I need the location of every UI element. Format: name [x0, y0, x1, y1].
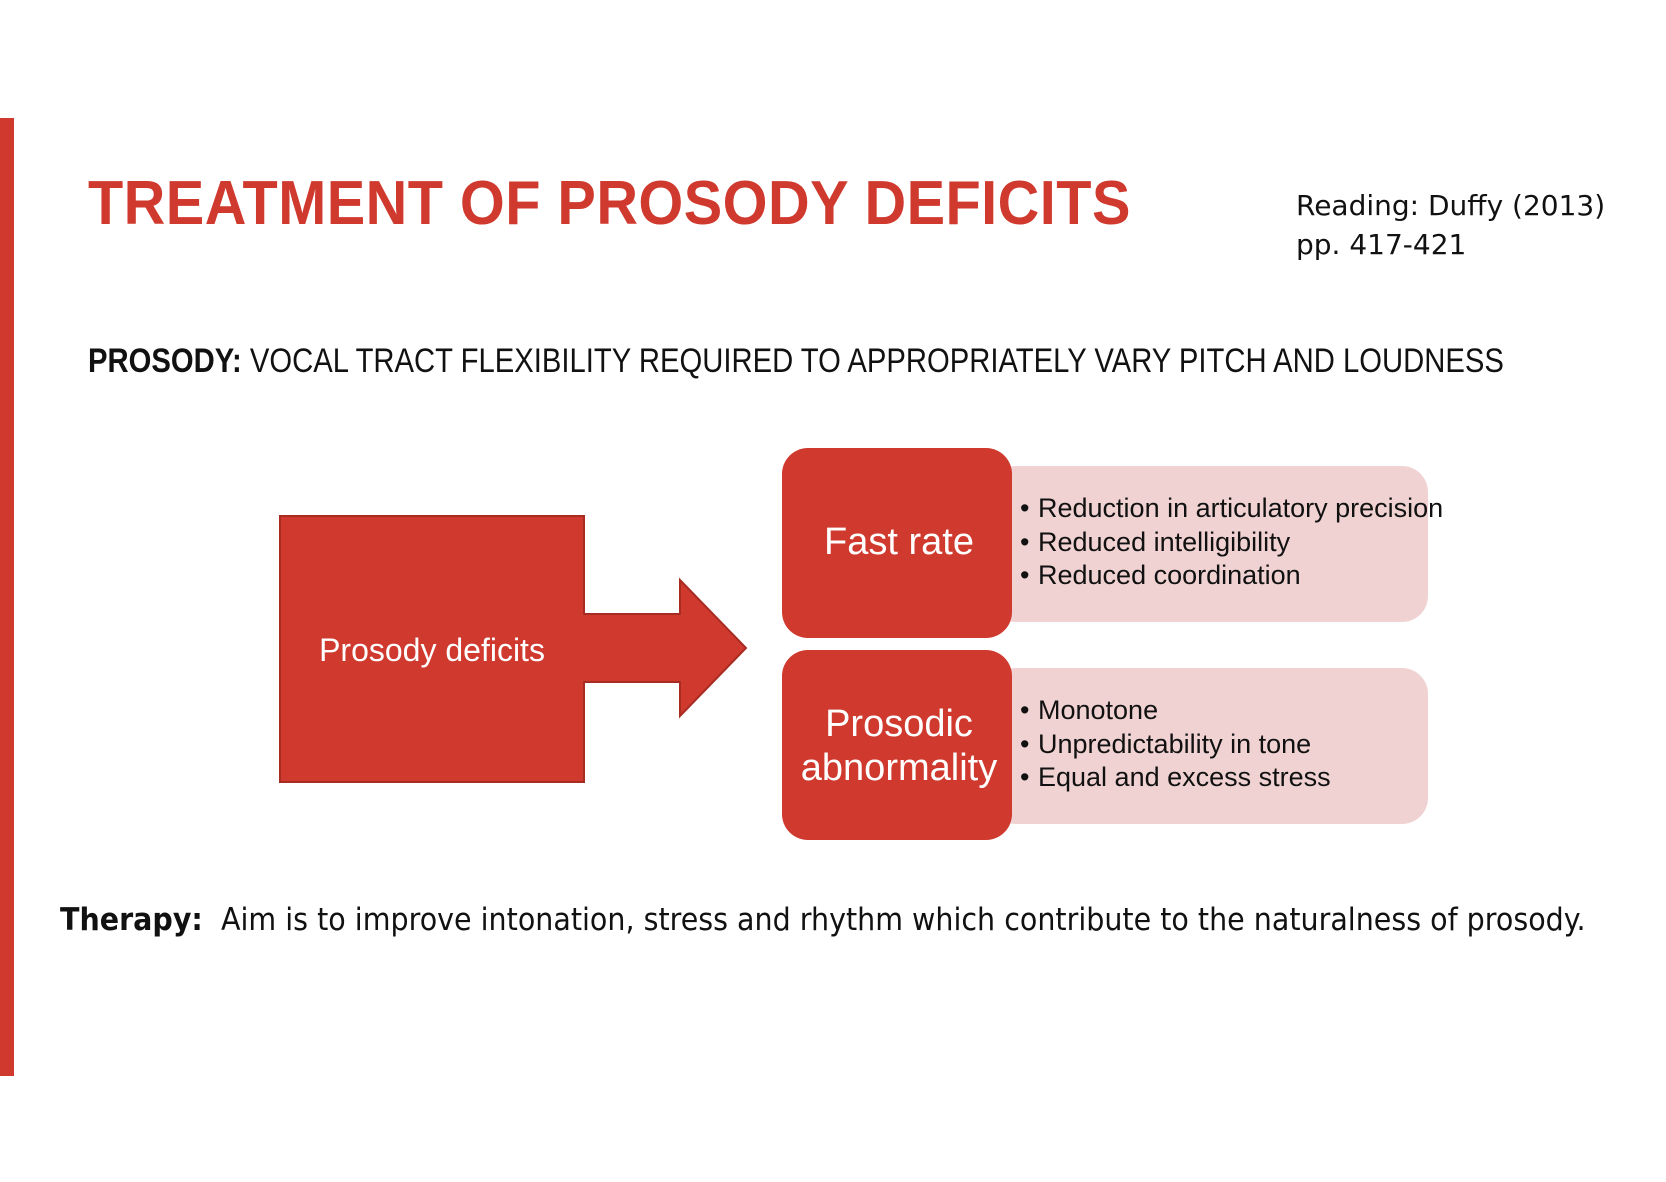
list-item: Reduced coordination [1020, 559, 1443, 593]
accent-side-bar [0, 118, 14, 1076]
fast-rate-effects-list: Reduction in articulatory precision Redu… [1020, 492, 1443, 593]
prosodic-abnormality-label: Prosodic abnormality [800, 703, 998, 789]
list-item: Unpredictability in tone [1020, 728, 1331, 762]
definition-text: VOCAL TRACT FLEXIBILITY REQUIRED TO APPR… [241, 342, 1504, 380]
therapy-text: Aim is to improve intonation, stress and… [202, 902, 1586, 938]
list-item: Equal and excess stress [1020, 761, 1331, 795]
fast-rate-label: Fast rate [824, 521, 974, 563]
list-item: Reduction in articulatory precision [1020, 492, 1443, 526]
therapy-term: Therapy: [60, 902, 203, 938]
prosodic-abnormality-effects-list: Monotone Unpredictability in tone Equal … [1020, 694, 1331, 795]
prosody-definition: PROSODY: VOCAL TRACT FLEXIBILITY REQUIRE… [88, 340, 1504, 382]
therapy-statement: Therapy: Aim is to improve intonation, s… [60, 900, 1586, 940]
list-item: Monotone [1020, 694, 1331, 728]
source-label: Prosody deficits [319, 632, 545, 668]
reading-reference: Reading: Duffy (2013) pp. 417-421 [1296, 189, 1606, 261]
list-item: Reduced intelligibility [1020, 526, 1443, 560]
definition-term: PROSODY: [88, 342, 242, 380]
slide-title: TREATMENT OF PROSODY DEFICITS [88, 169, 1131, 238]
